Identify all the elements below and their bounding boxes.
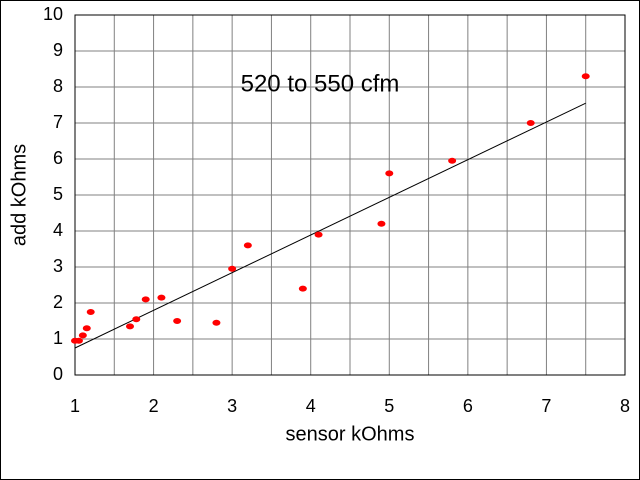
y-tick-label: 5	[53, 184, 63, 204]
point	[526, 120, 535, 126]
x-tick-label: 3	[227, 396, 237, 416]
point	[385, 170, 394, 177]
y-tick-label: 6	[53, 148, 63, 168]
x-tick-label: 6	[463, 396, 473, 416]
point	[126, 323, 134, 330]
y-axis-title: add kOhms	[8, 144, 30, 246]
point	[314, 231, 323, 238]
y-tick-label: 4	[53, 220, 63, 240]
x-tick-label: 7	[541, 396, 551, 416]
point	[581, 73, 590, 80]
plot-border	[74, 14, 626, 376]
y-tick-label: 3	[53, 256, 63, 276]
point	[157, 294, 166, 301]
x-tick-label: 2	[149, 396, 159, 416]
y-tick-label: 2	[53, 292, 63, 312]
point	[132, 316, 141, 323]
point	[228, 265, 237, 272]
point	[298, 285, 307, 292]
y-tick-label: 10	[43, 4, 63, 24]
point	[141, 296, 150, 303]
point	[173, 318, 182, 324]
point	[448, 157, 457, 164]
x-tick-label: 5	[384, 396, 394, 416]
point	[86, 309, 95, 315]
x-tick-label: 1	[70, 396, 80, 416]
point	[377, 220, 386, 227]
y-tick-label: 8	[53, 76, 63, 96]
x-tick-label: 8	[620, 396, 630, 416]
x-axis-title: sensor kOhms	[286, 423, 415, 445]
trendline	[74, 102, 586, 349]
point	[212, 319, 221, 326]
annotation: 520 to 550 cfm	[241, 70, 400, 97]
y-tick-label: 7	[53, 112, 63, 132]
point	[78, 332, 87, 339]
point	[243, 242, 252, 249]
point	[82, 325, 91, 332]
y-tick-label: 9	[53, 40, 63, 60]
point	[74, 337, 83, 344]
y-tick-label: 1	[53, 328, 63, 348]
y-tick-label: 0	[53, 364, 63, 384]
x-tick-label: 4	[306, 396, 316, 416]
